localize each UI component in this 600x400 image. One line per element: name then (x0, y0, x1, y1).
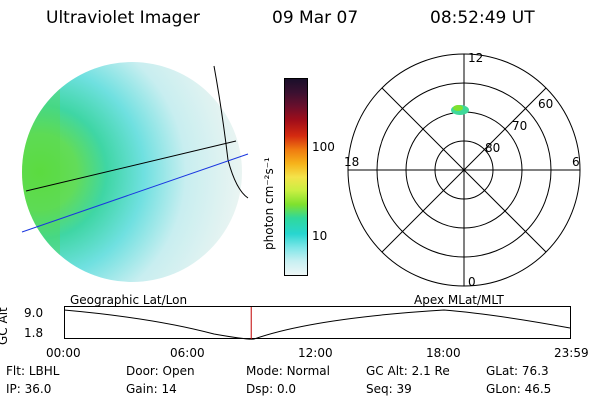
timeline-axis-title: GC Alt (0, 307, 10, 345)
mlt-label-18: 18 (344, 155, 359, 169)
x-tick-1200: 12:00 (298, 346, 333, 360)
earth-disk (22, 62, 242, 282)
colorbar-unit-label: photon cm⁻²s⁻¹ (262, 157, 276, 250)
info-glat: GLat: 76.3 (486, 364, 549, 378)
altitude-curve (64, 309, 571, 340)
x-tick-0600: 06:00 (170, 346, 205, 360)
lat-label-80: 80 (485, 141, 500, 155)
info-gc-alt-key: GC Alt: (366, 364, 408, 378)
info-seq-key: Seq: (366, 382, 393, 396)
info-flt-key: Flt: (6, 364, 25, 378)
geographic-lat-line (25, 140, 237, 192)
info-gain-key: Gain: (126, 382, 158, 396)
info-seq-value: 39 (396, 382, 412, 396)
lat-label-60: 60 (538, 97, 553, 111)
info-gain: Gain: 14 (126, 382, 177, 396)
info-glon-value: 46.5 (524, 382, 552, 396)
timeline-frame (64, 306, 571, 339)
info-ip-key: IP: (6, 382, 21, 396)
info-glat-value: 76.3 (521, 364, 549, 378)
info-gain-value: 14 (161, 382, 177, 396)
info-ip-value: 36.0 (24, 382, 52, 396)
info-glon-key: GLon: (486, 382, 521, 396)
info-dsp: Dsp: 0.0 (246, 382, 296, 396)
info-dsp-value: 0.0 (276, 382, 297, 396)
info-mode: Mode: Normal (246, 364, 330, 378)
info-glon: GLon: 46.5 (486, 382, 551, 396)
info-door-value: Open (162, 364, 195, 378)
magnetic-lat-line (21, 153, 249, 233)
mlt-label-0: 0 (468, 275, 476, 288)
x-tick-0000: 00:00 (46, 346, 81, 360)
instrument-title: Ultraviolet Imager (46, 8, 200, 28)
info-flt: Flt: LBHL (6, 364, 59, 378)
info-dsp-key: Dsp: (246, 382, 274, 396)
info-gc-alt-value: 2.1 Re (411, 364, 450, 378)
colorbar-tick-100: 100 (312, 140, 335, 154)
timeline-right-label: Apex MLat/MLT (414, 293, 504, 307)
timeline-left-label: Geographic Lat/Lon (70, 293, 188, 307)
lat-label-70: 70 (512, 119, 527, 133)
date-label: 09 Mar 07 (272, 8, 359, 28)
info-door-key: Door: (126, 364, 159, 378)
earth-disk-image (21, 62, 249, 282)
y-tick-top: 9.0 (24, 306, 44, 320)
polar-plot: 12 18 6 0 60 70 80 (344, 51, 581, 288)
info-gc-alt: GC Alt: 2.1 Re (366, 364, 450, 378)
y-tick-bottom: 1.8 (24, 326, 44, 340)
info-mode-key: Mode: (246, 364, 283, 378)
color-bar (284, 78, 308, 276)
info-ip: IP: 36.0 (6, 382, 51, 396)
colorbar-tick-10: 10 (312, 229, 328, 243)
polar-diag-2 (381, 87, 547, 253)
info-door: Door: Open (126, 364, 195, 378)
time-label: 08:52:49 UT (430, 8, 535, 28)
info-flt-value: LBHL (28, 364, 60, 378)
info-mode-value: Normal (286, 364, 330, 378)
x-tick-1800: 18:00 (426, 346, 461, 360)
mlt-label-6: 6 (572, 155, 580, 169)
altitude-timeline (64, 306, 571, 340)
info-glat-key: GLat: (486, 364, 519, 378)
x-tick-2359: 23:59 (554, 346, 589, 360)
auroral-spot-core (453, 105, 463, 111)
info-seq: Seq: 39 (366, 382, 412, 396)
terminator-line (213, 65, 249, 199)
mlt-label-12: 12 (468, 51, 483, 65)
